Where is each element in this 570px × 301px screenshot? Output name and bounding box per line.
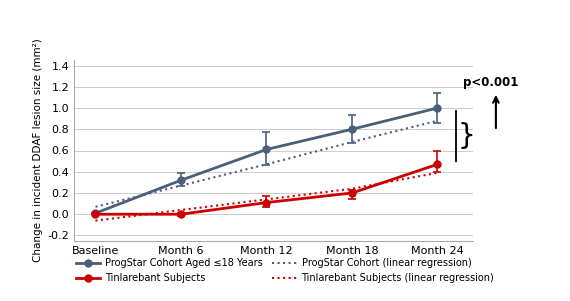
Text: p<0.001: p<0.001: [463, 76, 519, 89]
ProgStar Cohort (linear regression): [348, 140, 356, 144]
Tinlarebant Subjects (linear regression): [348, 187, 356, 191]
Line: ProgStar Cohort (linear regression): ProgStar Cohort (linear regression): [96, 121, 437, 207]
Text: }: }: [457, 122, 475, 150]
Text: Growth of Incident DDAF Retinal Lesions: Growth of Incident DDAF Retinal Lesions: [79, 18, 491, 36]
Y-axis label: Change in incident DDAF lesion size (mm²): Change in incident DDAF lesion size (mm²…: [33, 39, 43, 262]
ProgStar Cohort (linear regression): [434, 119, 441, 123]
Tinlarebant Subjects (linear regression): [434, 171, 441, 175]
ProgStar Cohort (linear regression): [263, 163, 270, 166]
Line: Tinlarebant Subjects (linear regression): Tinlarebant Subjects (linear regression): [96, 173, 437, 221]
ProgStar Cohort (linear regression): [92, 205, 99, 209]
Tinlarebant Subjects (linear regression): [177, 208, 184, 212]
Tinlarebant Subjects (linear regression): [263, 197, 270, 201]
Legend: ProgStar Cohort Aged ≤18 Years, Tinlarebant Subjects, ProgStar Cohort (linear re: ProgStar Cohort Aged ≤18 Years, Tinlareb…: [72, 255, 498, 287]
ProgStar Cohort (linear regression): [177, 184, 184, 187]
Tinlarebant Subjects (linear regression): [92, 219, 99, 222]
